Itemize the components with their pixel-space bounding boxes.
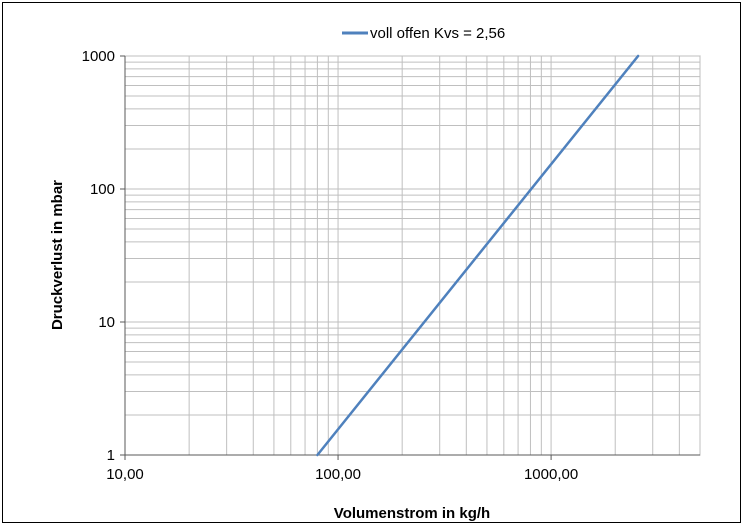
y-tick-label: 10	[98, 314, 115, 331]
y-tick-label: 1000	[82, 48, 115, 65]
series-layer	[316, 54, 640, 457]
grid	[124, 55, 701, 456]
legend: voll offen Kvs = 2,56	[342, 25, 505, 42]
x-tick-label: 100,00	[315, 466, 361, 483]
x-tick-label: 1000,00	[524, 466, 578, 483]
y-tick-label: 100	[90, 181, 115, 198]
plot-area	[124, 55, 701, 456]
x-axis-title: Volumenstrom in kg/h	[334, 505, 490, 522]
y-tick-label: 1	[107, 447, 115, 464]
y-axis-title: Druckverlust in mbar	[49, 180, 66, 330]
x-axis-ticks: 10,00 100,00 1000,00	[106, 455, 578, 483]
x-tick-label: 10,00	[106, 466, 144, 483]
y-axis-ticks: 1 10 100 1000	[82, 48, 125, 464]
legend-label: voll offen Kvs = 2,56	[370, 25, 505, 42]
series-line	[316, 54, 640, 457]
